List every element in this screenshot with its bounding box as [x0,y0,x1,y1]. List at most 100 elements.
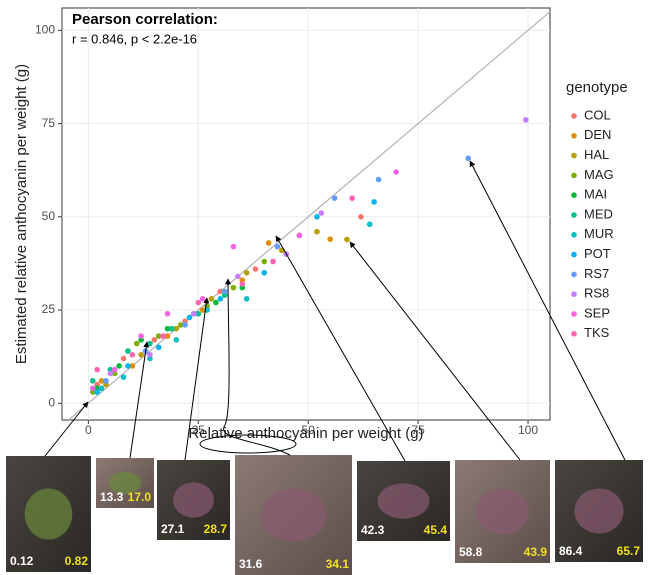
point [155,333,162,339]
point [129,363,136,369]
point [265,240,272,246]
y-tick-label: 25 [42,302,56,316]
plant [475,488,530,535]
point [239,281,246,287]
legend-label: TKS [584,325,610,340]
y-tick-label: 100 [35,23,55,37]
photo-estimated: 17.0 [128,490,152,504]
point [120,374,127,380]
legend-label: MUR [584,226,614,241]
photo-measured: 58.8 [459,545,483,559]
point [230,284,237,291]
arrow [129,341,150,459]
point [199,296,206,302]
legend-label: RS8 [584,286,609,301]
point [155,344,162,351]
point [103,378,109,384]
legend-swatch [571,212,577,218]
photo-estimated: 28.7 [204,522,228,536]
point [138,333,144,339]
arrow [469,160,626,461]
photo-estimated: 34.1 [326,557,350,571]
point [199,307,206,313]
point [314,228,320,235]
point [111,366,118,373]
point [98,385,105,392]
legend-label: COL [584,107,611,122]
arrow [184,297,210,461]
point [221,288,228,295]
plant [24,488,73,540]
x-tick-label: 0 [85,423,92,437]
x-axis-title: Relative anthocyanin per weight (g) [188,425,423,442]
point [195,310,202,317]
plant [108,472,142,494]
photo-estimated: 65.7 [617,544,641,558]
legend-label: SEP [584,305,610,320]
point [261,258,268,265]
point [217,288,224,295]
legend-swatch [571,251,577,258]
point [125,348,131,354]
legend-swatch [571,113,577,119]
legend-swatch [571,331,577,337]
point [375,176,382,183]
point [133,340,140,347]
legend-label: MAI [584,187,607,202]
arrow [275,235,406,462]
point [230,243,237,250]
x-tick-label: 100 [518,423,538,437]
point [147,351,153,358]
point [235,273,241,280]
plot-panel [61,7,551,421]
point [98,378,105,384]
arrow [44,401,89,457]
point [261,269,268,276]
y-axis-title: Estimated relative anthocyanin per weigh… [13,64,30,364]
photo-measured: 27.1 [161,522,185,536]
plant [377,483,430,519]
point [191,310,197,317]
legend-label: HAL [584,147,609,162]
point [327,236,333,242]
point [523,117,529,123]
point [164,333,171,339]
point [252,266,259,272]
legend-title: genotype [566,79,628,96]
photo-estimated: 45.4 [424,523,448,537]
point [94,389,100,395]
legend-swatch [571,271,577,278]
point [151,337,158,343]
photo-measured: 31.6 [239,557,263,571]
point [349,195,355,201]
point [274,243,281,250]
identity-line [68,11,551,421]
point [358,213,364,220]
annotation-text: r = 0.846, p < 2.2e-16 [72,31,197,46]
point [331,195,338,201]
point [371,199,377,205]
photo-measured: 0.12 [10,554,34,568]
point [186,314,193,321]
point [164,310,171,317]
arrow [349,241,521,461]
x-tick-label: 50 [302,423,316,437]
plant [260,488,327,542]
point [107,370,114,377]
point [116,363,122,369]
point [270,258,276,265]
point [177,322,184,328]
legend-label: DEN [584,127,611,142]
legend-label: MAG [584,167,614,182]
arrow [223,278,291,456]
point [120,355,127,362]
point [89,385,96,392]
point [213,299,219,306]
point [173,325,180,332]
point [344,236,350,243]
point [125,363,131,369]
legend-label: RS7 [584,266,609,281]
point [195,299,202,306]
point [243,296,250,302]
